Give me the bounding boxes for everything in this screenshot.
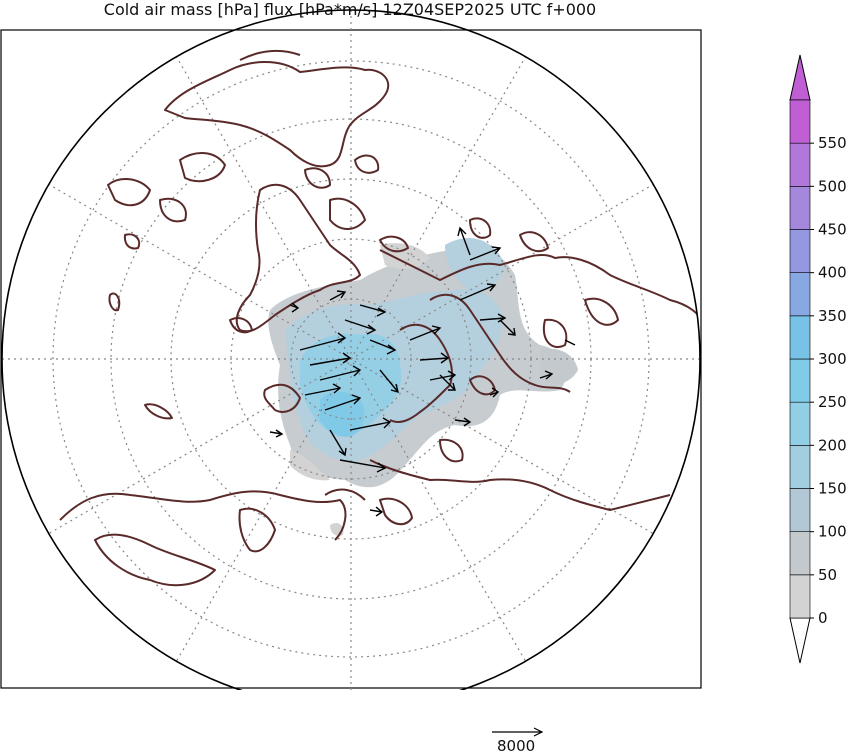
colorbar-tick-label: 300 <box>818 350 847 368</box>
colorbar-tick-label: 50 <box>818 566 837 584</box>
reference-vector-arrow <box>492 727 544 737</box>
colorbar-band <box>789 531 811 576</box>
colorbar-band <box>789 229 811 273</box>
cold-air-field <box>268 237 578 536</box>
reference-vector-label: 8000 <box>497 737 536 755</box>
colorbar-tick-label: 0 <box>818 609 828 627</box>
colorbar-tick-label: 400 <box>818 264 847 282</box>
coastlines <box>59 49 700 587</box>
colorbar-tick-label: 250 <box>818 393 847 411</box>
colorbar-band <box>789 142 811 187</box>
colorbar-band <box>789 488 811 532</box>
colorbar-band <box>789 401 811 446</box>
colorbar-band <box>789 574 811 619</box>
colorbar-band <box>789 315 811 360</box>
colorbar-tick-label: 500 <box>818 177 847 195</box>
colorbar-tick-label: 150 <box>818 480 847 498</box>
colorbar-band <box>789 272 811 317</box>
colorbar-tick-label: 550 <box>818 134 847 152</box>
colorbar-tick-label: 350 <box>818 307 847 325</box>
flux-vectors <box>269 226 576 517</box>
colorbar-band <box>789 99 811 144</box>
polar-map <box>0 9 702 690</box>
colorbar-band <box>789 358 811 403</box>
colorbar-tick-label: 100 <box>818 523 847 541</box>
colorbar-extension-max <box>789 54 811 101</box>
colorbar-extension-min <box>789 617 811 664</box>
colorbar-band <box>789 445 811 489</box>
graticule <box>2 10 700 690</box>
colorbar-tick-label: 200 <box>818 436 847 454</box>
colorbar-tick-label: 450 <box>818 221 847 239</box>
colorbar: 0 50 100 150 200 250 300 350 400 450 500 550 <box>789 54 847 664</box>
globe-boundary <box>1 9 701 690</box>
colorbar-band <box>789 186 811 230</box>
